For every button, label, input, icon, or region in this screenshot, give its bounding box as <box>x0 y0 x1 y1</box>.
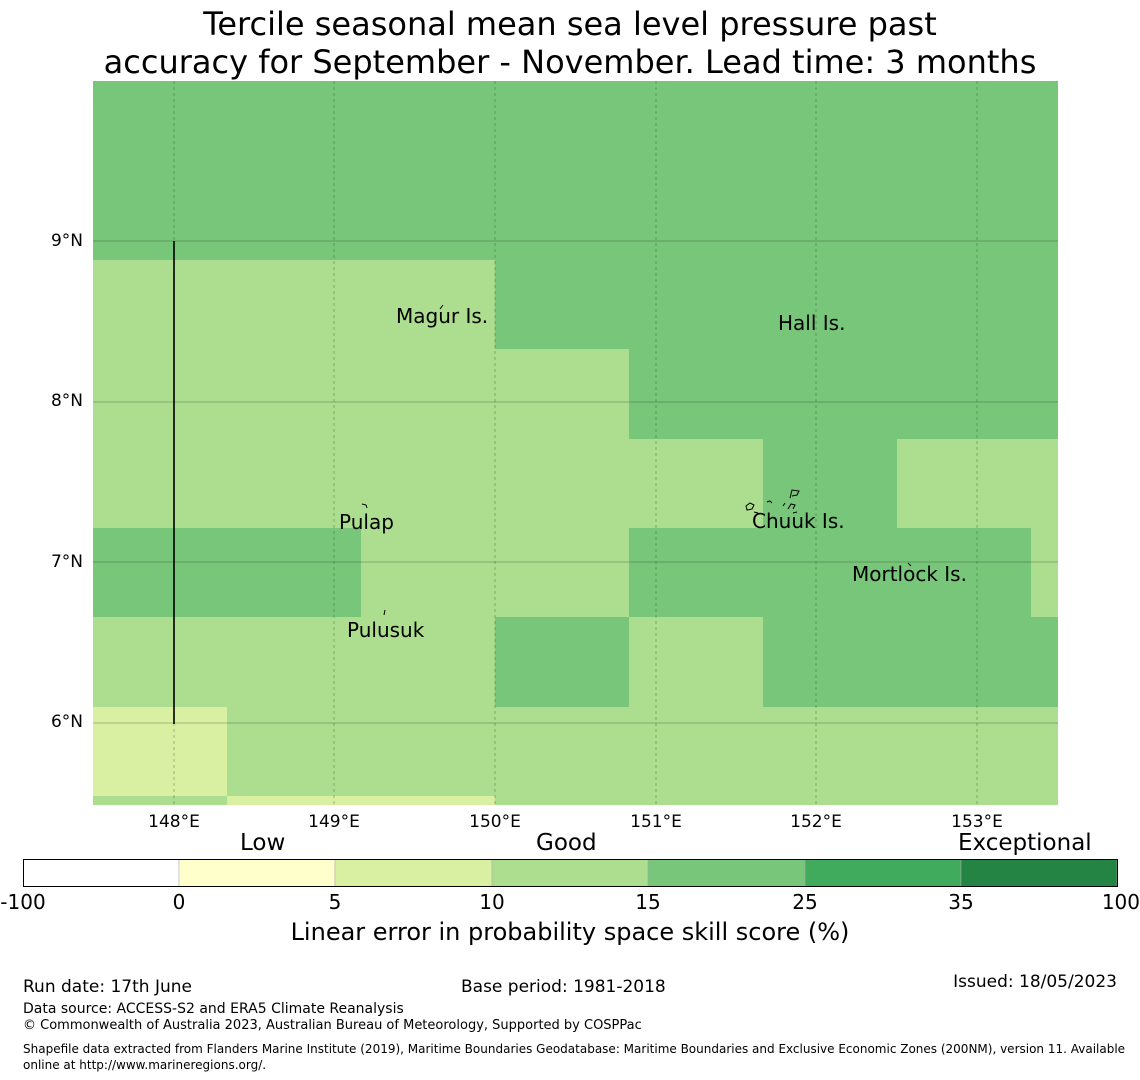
place-label: Chuuk Is. <box>752 509 845 533</box>
island-pulap <box>361 503 368 509</box>
map-cell <box>93 707 227 796</box>
colorbar-label: 25 <box>792 890 818 914</box>
skill-map: Magur Is. Hall Is. Pulap Chuuk Is. Mortl… <box>93 81 1058 805</box>
base-period: Base period: 1981-2018 <box>461 977 666 997</box>
title-line-1: Tercile seasonal mean sea level pressure… <box>203 5 937 43</box>
map-cell <box>763 617 1058 707</box>
lon-tick: 153°E <box>951 812 1003 832</box>
colorbar-label: 15 <box>635 890 661 914</box>
place-label: Pulusuk <box>347 618 425 642</box>
lat-tick: 8°N <box>50 391 83 411</box>
title-line-2: accuracy for September - November. Lead … <box>103 43 1037 81</box>
run-date: Run date: 17th June <box>23 977 192 997</box>
island-mortlock <box>907 562 912 567</box>
lon-tick: 148°E <box>148 812 200 832</box>
category-good: Good <box>536 830 597 856</box>
place-label: Mortlock Is. <box>852 562 967 586</box>
island-outlines <box>361 304 912 616</box>
island-pulusuk <box>383 609 386 616</box>
lon-tick: 151°E <box>630 812 682 832</box>
chart-title: Tercile seasonal mean sea level pressure… <box>0 5 1140 81</box>
colorbar-label: -100 <box>0 890 46 914</box>
place-label: Hall Is. <box>778 311 845 335</box>
shapefile-credit: Shapefile data extracted from Flanders M… <box>23 1042 1126 1072</box>
map-cell <box>763 439 897 528</box>
lat-tick: 7°N <box>50 552 83 572</box>
place-label: Pulap <box>339 510 394 534</box>
graticule <box>93 81 1058 805</box>
colorbar-label: 5 <box>328 890 342 914</box>
colorbar-swatch <box>334 859 493 887</box>
data-source: Data source: ACCESS-S2 and ERA5 Climate … <box>23 1001 404 1017</box>
island-chuuk <box>745 489 800 514</box>
category-exceptional: Exceptional <box>958 830 1092 856</box>
colorbar-swatch <box>491 859 649 887</box>
lat-tick: 6°N <box>50 712 83 732</box>
map-cell <box>629 349 1058 439</box>
map-cell <box>93 528 361 617</box>
colorbar-label: 0 <box>172 890 186 914</box>
colorbar-title: Linear error in probability space skill … <box>290 918 850 946</box>
colorbar-swatch <box>647 859 806 887</box>
copyright: © Commonwealth of Australia 2023, Austra… <box>23 1018 642 1033</box>
map-cell <box>495 260 1058 349</box>
lon-tick: 152°E <box>790 812 842 832</box>
issued-date: Issued: 18/05/2023 <box>953 972 1117 992</box>
lat-tick: 9°N <box>50 231 83 251</box>
colorbar-label: 100 <box>1101 890 1140 914</box>
colorbar-label: 35 <box>948 890 974 914</box>
lon-tick: 150°E <box>469 812 521 832</box>
colorbar-swatch <box>178 859 336 887</box>
colorbar-label: 10 <box>479 890 505 914</box>
place-label: Magur Is. <box>396 304 488 328</box>
map-cell <box>227 796 495 805</box>
category-low: Low <box>240 830 286 856</box>
colorbar-swatch <box>23 859 180 887</box>
lon-tick: 149°E <box>308 812 360 832</box>
colorbar-swatch <box>960 859 1118 887</box>
map-cell <box>629 528 1031 617</box>
colorbar <box>23 859 1118 887</box>
colorbar-frame <box>23 859 1118 887</box>
colorbar-swatch <box>804 859 962 887</box>
map-cell <box>495 617 629 707</box>
island-magur <box>439 304 444 310</box>
map-cell <box>93 81 1058 260</box>
